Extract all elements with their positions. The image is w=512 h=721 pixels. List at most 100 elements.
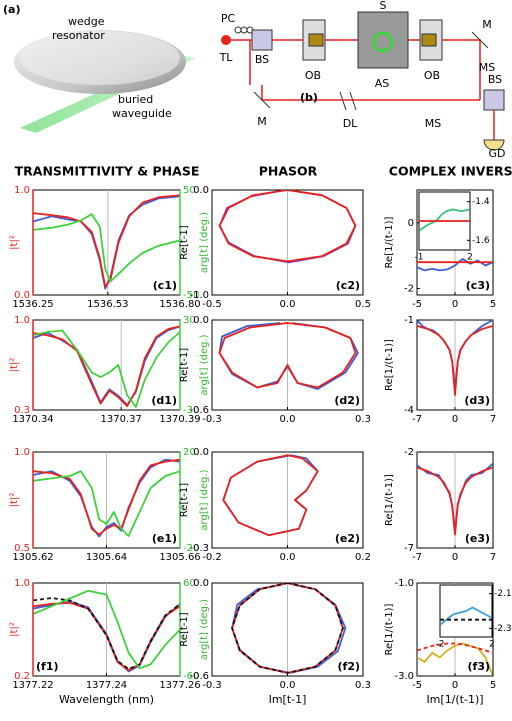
y-axis-label: Re[t-1] xyxy=(179,483,190,517)
y2-tick-label: 30 xyxy=(183,315,196,326)
y-tick-label: -2 xyxy=(404,447,414,458)
x-axis-label: Im[t-1] xyxy=(269,693,307,706)
panel-label: (f1) xyxy=(36,660,59,673)
mirror xyxy=(253,91,271,109)
plot xyxy=(33,452,180,548)
column-title: PHASOR xyxy=(259,164,318,179)
y-axis-label: Re[t-1] xyxy=(179,348,190,382)
data-line xyxy=(231,583,344,674)
objective-lens xyxy=(421,33,437,47)
x-tick-label: 1536.80 xyxy=(159,299,200,310)
delay-line xyxy=(349,91,357,111)
y-tick-label: -3.0 xyxy=(394,671,414,682)
x-tick-label: 1305.64 xyxy=(86,552,127,563)
pc xyxy=(234,26,242,34)
panel-label: (c3) xyxy=(466,279,490,292)
beam-splitter xyxy=(483,89,505,111)
panel-label: (d1) xyxy=(151,394,177,407)
detector xyxy=(483,139,505,151)
y-tick-label: -0.6 xyxy=(189,671,209,682)
x-tick-label: 1536.53 xyxy=(87,299,128,310)
panel-label: (d3) xyxy=(464,394,490,407)
x-tick-label: 0 xyxy=(452,552,458,563)
panel-label: (f2) xyxy=(338,660,361,673)
plot xyxy=(33,190,180,295)
x-tick-label: 7 xyxy=(490,552,496,563)
component-label: M xyxy=(482,18,492,31)
y2-tick-label: 20 xyxy=(183,447,196,458)
x-tick-label: 0.0 xyxy=(280,414,296,425)
x-axis-label: Im[1/(t-1)] xyxy=(426,693,483,706)
data-line xyxy=(419,208,470,232)
x-tick-label: 1377.26 xyxy=(159,680,200,691)
x-tick-label: 5 xyxy=(490,299,496,310)
y-axis-label: Re[1/(t-1)] xyxy=(384,339,395,391)
y2-tick-label: -50 xyxy=(183,290,199,301)
x-tick-label: 0 xyxy=(452,414,458,425)
component-label: S xyxy=(380,0,387,12)
inset-y-tick-label: -2.1 xyxy=(494,589,512,599)
data-line xyxy=(218,322,357,389)
data-line xyxy=(33,458,180,538)
x-tick-label: 0.3 xyxy=(355,414,371,425)
y2-tick-label: -20 xyxy=(183,543,199,554)
column-title: TRANSMITTIVITY & PHASE xyxy=(15,164,200,179)
x-tick-label: 1377.24 xyxy=(86,680,127,691)
component-label: MS xyxy=(425,117,441,130)
data-line xyxy=(33,589,180,670)
y-tick-label: 0.2 xyxy=(14,671,30,682)
wedge-label: waveguide xyxy=(112,107,172,120)
y2-tick-label: 50 xyxy=(183,185,196,196)
y-tick-label: 0.5 xyxy=(14,543,30,554)
data-line xyxy=(440,606,492,626)
y2-tick-label: -30 xyxy=(183,405,199,416)
wedge-label: buried xyxy=(118,93,153,106)
inset-x-tick-label: 2 xyxy=(467,253,473,263)
y-axis-label: Re[1/(t-1)] xyxy=(384,474,395,526)
data-line xyxy=(33,213,180,283)
y-tick-label: 0 xyxy=(408,218,414,229)
column-title: COMPLEX INVERSE xyxy=(389,164,512,179)
y-tick-label: -2 xyxy=(404,283,414,294)
wedge-artwork xyxy=(14,30,196,133)
y-tick-label: 1.0 xyxy=(14,185,30,196)
x-tick-label: -7 xyxy=(412,414,422,425)
setup xyxy=(221,11,505,151)
panel-label: (e1) xyxy=(152,532,177,545)
y2-tick-label: 60 xyxy=(183,578,196,589)
x-tick-label: -0.3 xyxy=(202,414,222,425)
plot xyxy=(417,452,493,548)
laser xyxy=(221,35,231,45)
x-tick-label: -7 xyxy=(412,552,422,563)
y2-axis-label: arg[t] (deg.) xyxy=(199,469,210,530)
inset-y-tick-label: -1.6 xyxy=(472,236,490,246)
panel-label: (a) xyxy=(3,3,20,16)
y-tick-label: 0.0 xyxy=(193,315,209,326)
component-label: OB xyxy=(424,69,440,82)
component-label: DL xyxy=(343,117,358,130)
y-axis-label: |t|² xyxy=(9,235,20,250)
x-tick-label: -0.2 xyxy=(202,552,222,563)
x-tick-label: -0.5 xyxy=(202,299,222,310)
wedge-label: wedge xyxy=(68,15,105,28)
y-tick-label: -0.6 xyxy=(189,405,209,416)
plot xyxy=(417,320,493,410)
plot xyxy=(218,320,359,410)
component-label: PC xyxy=(221,12,236,25)
plot xyxy=(33,583,180,676)
x-tick-label: 1370.37 xyxy=(101,414,142,425)
panel-label: (d2) xyxy=(334,394,360,407)
inset-plot xyxy=(419,208,470,232)
y-axis-label: |t|² xyxy=(9,622,20,637)
y-tick-label: -1.0 xyxy=(189,290,209,301)
x-tick-label: 5 xyxy=(490,680,496,691)
inset-x-tick-label: -2 xyxy=(436,640,445,650)
plot-area xyxy=(32,189,181,296)
data-line xyxy=(417,642,493,654)
component-label: AS xyxy=(375,77,390,90)
x-tick-label: -0.3 xyxy=(202,680,222,691)
panel-label: (c1) xyxy=(153,279,177,292)
y-axis-label: Re[1/(t-1)] xyxy=(384,603,395,655)
data-line xyxy=(33,195,180,290)
